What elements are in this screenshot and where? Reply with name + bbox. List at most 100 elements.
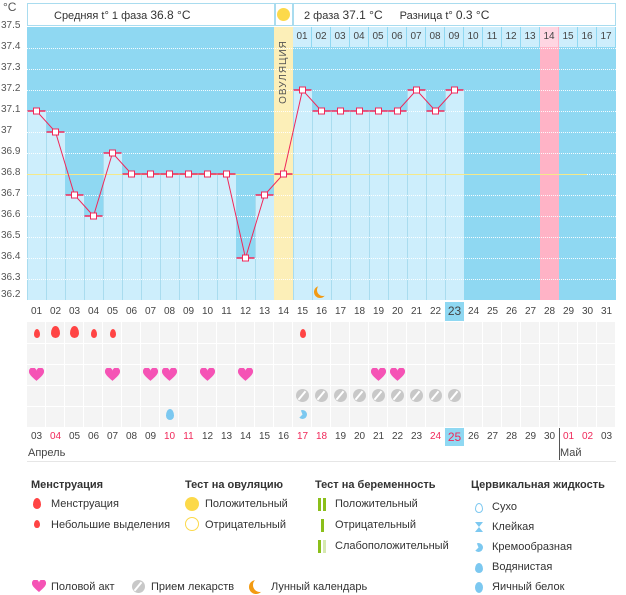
date-label[interactable]: 28 xyxy=(505,431,518,442)
cycle-day-label[interactable]: 17 xyxy=(334,306,347,317)
date-label[interactable]: 20 xyxy=(353,431,366,442)
temperature-point[interactable] xyxy=(451,86,458,94)
temperature-bar xyxy=(426,111,445,300)
y-tick-label: 37 xyxy=(1,125,13,136)
cycle-day-label[interactable]: 22 xyxy=(429,306,442,317)
cycle-day-label[interactable]: 09 xyxy=(182,306,195,317)
current-cycle-day[interactable]: 23 xyxy=(445,302,464,321)
temperature-point[interactable] xyxy=(128,170,135,178)
grid-line xyxy=(27,132,616,133)
cycle-day-label[interactable]: 15 xyxy=(296,306,309,317)
date-label[interactable]: 05 xyxy=(68,431,81,442)
cycle-day-label[interactable]: 05 xyxy=(106,306,119,317)
cycle-day-label[interactable]: 03 xyxy=(68,306,81,317)
cycle-day-label[interactable]: 25 xyxy=(486,306,499,317)
temperature-point[interactable] xyxy=(394,107,401,115)
cycle-day-label[interactable]: 19 xyxy=(372,306,385,317)
cycle-day-label[interactable]: 20 xyxy=(391,306,404,317)
date-label[interactable]: 11 xyxy=(183,431,194,442)
temperature-point[interactable] xyxy=(299,86,306,94)
date-label[interactable]: 03 xyxy=(600,431,613,442)
temperature-point[interactable] xyxy=(109,149,116,157)
pill-icon xyxy=(132,580,145,593)
cycle-day-label[interactable]: 24 xyxy=(467,306,480,317)
temperature-point[interactable] xyxy=(204,170,211,178)
small-drop-icon xyxy=(110,329,116,338)
date-label[interactable]: 08 xyxy=(125,431,138,442)
cycle-day-label[interactable]: 04 xyxy=(87,306,100,317)
temperature-point[interactable] xyxy=(337,107,344,115)
cycle-day-label[interactable]: 11 xyxy=(221,306,232,317)
cycle-day-label[interactable]: 07 xyxy=(144,306,157,317)
date-label[interactable]: 13 xyxy=(220,431,233,442)
cycle-day-label[interactable]: 12 xyxy=(239,306,252,317)
legend-spotting-item: Небольшие выделения xyxy=(51,519,171,531)
date-label[interactable]: 19 xyxy=(334,431,347,442)
date-label[interactable]: 29 xyxy=(524,431,537,442)
phase2-day-label: 10 xyxy=(464,27,482,47)
date-label[interactable]: 21 xyxy=(372,431,385,442)
temperature-point[interactable] xyxy=(223,170,230,178)
temperature-point[interactable] xyxy=(413,86,420,94)
cycle-day-label[interactable]: 30 xyxy=(581,306,594,317)
date-label[interactable]: 07 xyxy=(106,431,119,442)
date-label[interactable]: 15 xyxy=(258,431,271,442)
temperature-point[interactable] xyxy=(375,107,382,115)
temperature-point[interactable] xyxy=(242,254,249,262)
cycle-day-label[interactable]: 18 xyxy=(353,306,366,317)
date-label[interactable]: 04 xyxy=(49,431,62,442)
small-drop-icon xyxy=(91,329,97,338)
cycle-day-label[interactable]: 28 xyxy=(543,306,556,317)
temperature-point[interactable] xyxy=(52,128,59,136)
date-label[interactable]: 06 xyxy=(87,431,100,442)
date-label[interactable]: 26 xyxy=(467,431,480,442)
symbol-grid-bg xyxy=(27,322,616,427)
temperature-point[interactable] xyxy=(71,191,78,199)
date-label[interactable]: 23 xyxy=(410,431,423,442)
temperature-point[interactable] xyxy=(356,107,363,115)
date-label[interactable]: 27 xyxy=(486,431,499,442)
temperature-point[interactable] xyxy=(166,170,173,178)
cycle-day-label[interactable]: 21 xyxy=(410,306,423,317)
temperature-line xyxy=(36,88,455,260)
cycle-day-label[interactable]: 10 xyxy=(201,306,214,317)
date-label[interactable]: 09 xyxy=(144,431,157,442)
temperature-point[interactable] xyxy=(147,170,154,178)
date-label[interactable]: 14 xyxy=(239,431,252,442)
cycle-day-label[interactable]: 14 xyxy=(277,306,290,317)
date-label[interactable]: 03 xyxy=(30,431,43,442)
date-label[interactable]: 18 xyxy=(315,431,328,442)
heart-icon xyxy=(31,579,47,593)
temperature-point[interactable] xyxy=(432,107,439,115)
date-label[interactable]: 30 xyxy=(543,431,556,442)
y-tick-label: 36.7 xyxy=(1,188,21,199)
cycle-day-label[interactable]: 26 xyxy=(505,306,518,317)
ovulation-column xyxy=(274,27,293,300)
date-label[interactable]: 17 xyxy=(296,431,309,442)
temperature-point[interactable] xyxy=(185,170,192,178)
date-label[interactable]: 16 xyxy=(277,431,290,442)
date-label[interactable]: 10 xyxy=(163,431,176,442)
temperature-point[interactable] xyxy=(90,212,97,220)
date-label[interactable]: 01 xyxy=(562,431,575,442)
date-label[interactable]: 22 xyxy=(391,431,404,442)
today-date[interactable]: 25 xyxy=(445,428,464,446)
cycle-day-label[interactable]: 13 xyxy=(258,306,271,317)
cycle-day-label[interactable]: 01 xyxy=(30,306,43,317)
cycle-day-label[interactable]: 02 xyxy=(49,306,62,317)
date-label[interactable]: 12 xyxy=(201,431,214,442)
heart-icon xyxy=(142,367,159,382)
date-label[interactable]: 02 xyxy=(581,431,594,442)
temperature-point[interactable] xyxy=(318,107,325,115)
diff-label: Разница t° xyxy=(399,10,453,22)
temperature-point[interactable] xyxy=(261,191,268,199)
cycle-day-label[interactable]: 08 xyxy=(163,306,176,317)
cycle-day-label[interactable]: 16 xyxy=(315,306,328,317)
date-label[interactable]: 24 xyxy=(429,431,442,442)
cycle-day-label[interactable]: 06 xyxy=(125,306,138,317)
cycle-day-label[interactable]: 27 xyxy=(524,306,537,317)
cycle-day-label[interactable]: 29 xyxy=(562,306,575,317)
cycle-day-label[interactable]: 31 xyxy=(600,306,613,317)
temperature-point[interactable] xyxy=(280,170,287,178)
temperature-point[interactable] xyxy=(33,107,40,115)
